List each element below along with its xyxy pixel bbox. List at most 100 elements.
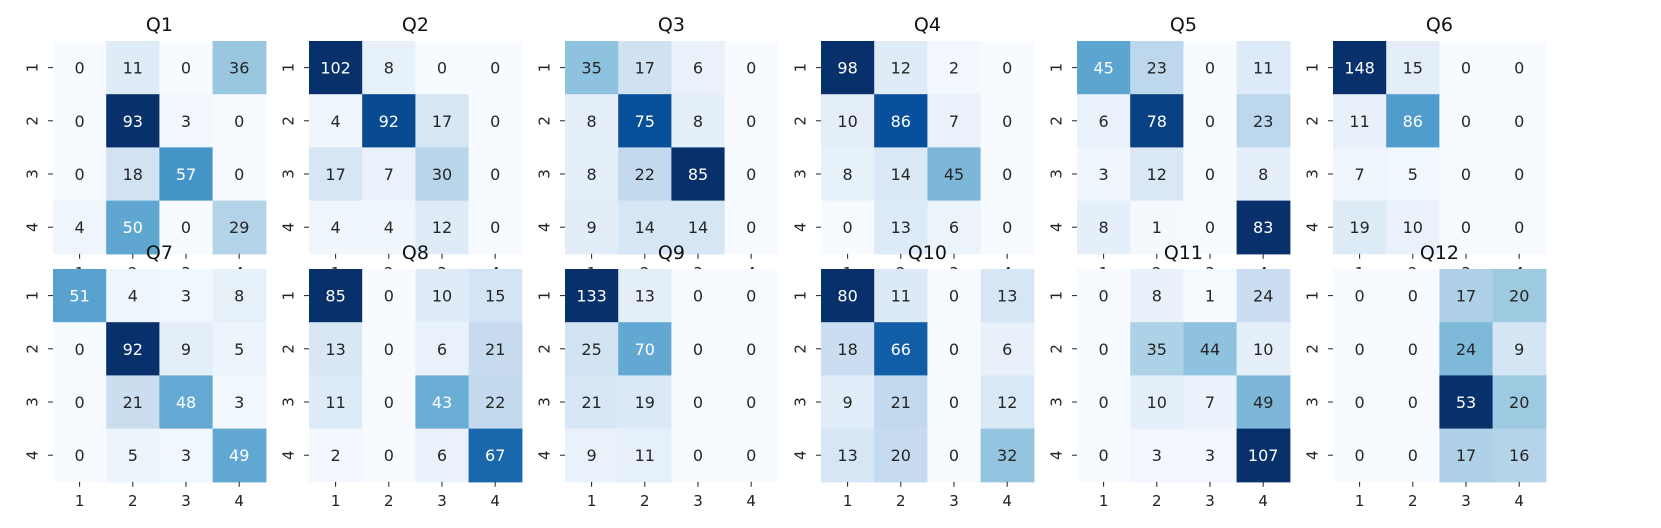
heatmap-cell (724, 428, 779, 483)
x-tick-label: 1 (75, 492, 85, 510)
cell-value-label: 92 (379, 112, 399, 131)
heatmap-cell (106, 322, 160, 376)
heatmap-cell (1236, 428, 1291, 483)
cell-value-label: 12 (891, 59, 911, 78)
heatmap-cell (1386, 41, 1440, 95)
cell-value-label: 0 (1514, 218, 1524, 237)
heatmap-cell (980, 375, 1035, 430)
cell-value-label: 0 (1408, 287, 1418, 306)
cell-value-label: 15 (485, 287, 505, 306)
heatmap-cell (1183, 200, 1238, 255)
cell-value-label: 23 (1253, 112, 1273, 131)
heatmap-cell (212, 200, 267, 255)
x-tick-label: 4 (1514, 492, 1524, 510)
cell-value-label: 12 (997, 393, 1017, 412)
cell-value-label: 36 (229, 59, 249, 78)
y-tick-label: 3 (792, 397, 810, 407)
cell-value-label: 0 (1408, 340, 1418, 359)
cell-value-label: 13 (891, 218, 911, 237)
heatmap-cell (1439, 41, 1494, 95)
x-tick-label: 2 (896, 492, 906, 510)
heatmap-cell (927, 200, 982, 255)
heatmap-cell (415, 322, 470, 376)
heatmap-cell (1439, 322, 1494, 376)
heatmap-cell (1439, 94, 1494, 148)
heatmap-cell (53, 428, 107, 483)
heatmap-cell (468, 269, 523, 323)
cell-value-label: 0 (693, 446, 703, 465)
heatmap-cell (1130, 94, 1184, 148)
heatmap-cell (1386, 322, 1440, 376)
heatmap-cell (159, 269, 214, 323)
heatmap-cell (362, 428, 416, 483)
cell-value-label: 0 (1461, 59, 1471, 78)
cell-value-label: 19 (1349, 218, 1369, 237)
heatmap-panel-q5: 45230116780233120881083Q512341234 (1048, 14, 1291, 282)
heatmap-cell (415, 269, 470, 323)
cell-value-label: 22 (635, 165, 655, 184)
y-tick-label: 1 (24, 63, 42, 73)
cell-value-label: 0 (384, 393, 394, 412)
cell-value-label: 0 (1461, 165, 1471, 184)
y-tick-label: 4 (1048, 222, 1066, 232)
x-tick-label: 4 (234, 492, 244, 510)
heatmap-cell (821, 269, 875, 323)
heatmap-cell (1333, 322, 1387, 376)
cell-value-label: 17 (635, 59, 655, 78)
cell-value-label: 0 (75, 112, 85, 131)
heatmap-cell (415, 375, 470, 430)
cell-value-label: 0 (746, 287, 756, 306)
cell-value-label: 29 (229, 218, 249, 237)
panel-title: Q3 (658, 14, 685, 36)
cell-value-label: 92 (123, 340, 143, 359)
heatmap-cell (159, 322, 214, 376)
heatmap-cell (1236, 147, 1291, 202)
heatmap-cell (874, 94, 928, 148)
cell-value-label: 0 (490, 165, 500, 184)
panel-title: Q11 (1164, 242, 1203, 264)
cell-value-label: 0 (384, 446, 394, 465)
heatmap-cell (671, 322, 726, 376)
cell-value-label: 0 (1408, 446, 1418, 465)
heatmap-cell (565, 269, 619, 323)
cell-value-label: 9 (181, 340, 191, 359)
heatmap-cell (1077, 94, 1131, 148)
heatmap-cell (980, 428, 1035, 483)
cell-value-label: 21 (581, 393, 601, 412)
heatmap-cell (1236, 322, 1291, 376)
cell-value-label: 8 (693, 112, 703, 131)
heatmap-cell (1183, 375, 1238, 430)
heatmap-cell (362, 200, 416, 255)
heatmap-cell (1439, 200, 1494, 255)
heatmap-cell (1333, 94, 1387, 148)
heatmap-cell (362, 322, 416, 376)
cell-value-label: 13 (325, 340, 345, 359)
cell-value-label: 14 (635, 218, 655, 237)
heatmap-cell (1492, 147, 1547, 202)
heatmap-cell (874, 428, 928, 483)
y-tick-label: 2 (1048, 116, 1066, 126)
y-tick-label: 4 (792, 222, 810, 232)
cell-value-label: 21 (123, 393, 143, 412)
heatmap-cell (309, 147, 363, 202)
heatmap-cell (1333, 428, 1387, 483)
heatmap-cell (724, 200, 779, 255)
cell-value-label: 48 (176, 393, 196, 412)
y-tick-label: 3 (536, 397, 554, 407)
x-tick-label: 3 (1205, 492, 1215, 510)
heatmap-cell (874, 41, 928, 95)
heatmap-panel-q9: 133 13 0 0 25 70 0 0 21 19 0 0 9 11 0 0 Q9 1 2 3 4 1 2 3 4 (536, 242, 779, 510)
cell-value-label: 9 (587, 446, 597, 465)
heatmap-cell (106, 269, 160, 323)
heatmap-cell (106, 94, 160, 148)
cell-value-label: 0 (181, 218, 191, 237)
heatmap-cell (927, 269, 982, 323)
x-tick-label: 3 (693, 492, 703, 510)
cell-value-label: 0 (1514, 165, 1524, 184)
heatmap-cell (159, 41, 214, 95)
y-tick-label: 2 (280, 116, 298, 126)
panel-title: Q1 (146, 14, 173, 36)
cell-value-label: 25 (581, 340, 601, 359)
x-tick-label: 2 (1408, 492, 1418, 510)
